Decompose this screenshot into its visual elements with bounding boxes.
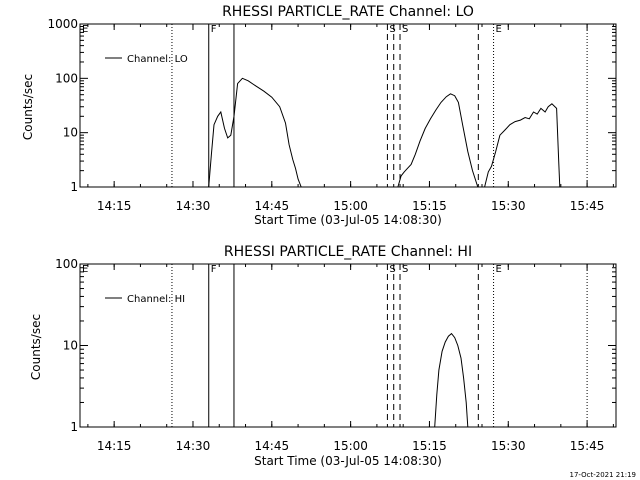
x-tick-label: 15:45	[570, 439, 605, 453]
x-tick-label: 14:45	[255, 439, 290, 453]
x-tick-label: 15:15	[412, 439, 447, 453]
y-tick-label: 10	[63, 126, 78, 140]
marker-label: F	[211, 24, 217, 35]
x-tick-label: 14:45	[255, 199, 290, 213]
x-tick-label: 14:15	[97, 199, 132, 213]
series-line-segment	[208, 77, 305, 188]
chart-title: RHESSI PARTICLE_RATE Channel: LO	[222, 4, 474, 20]
x-axis-label: Start Time (03-Jul-05 14:08:30)	[254, 213, 442, 227]
series-line-segment	[397, 93, 479, 188]
x-tick-label: 14:30	[176, 439, 211, 453]
marker-label: E	[82, 24, 88, 35]
y-tick-label: 100	[55, 71, 78, 85]
series-line-segment	[484, 103, 561, 188]
date-stamp: 17-Oct-2021 21:19	[570, 471, 636, 479]
plot-frame	[79, 23, 617, 188]
marker-label: S	[402, 24, 408, 35]
y-axis-label: Counts/sec	[21, 74, 35, 140]
legend: Channel: LO	[105, 54, 188, 65]
series-line-segment	[434, 332, 469, 428]
y-tick-label: 1	[70, 180, 78, 194]
x-tick-label: 15:00	[333, 439, 368, 453]
y-tick-label: 1000	[47, 17, 78, 31]
legend-entry: Channel: LO	[127, 54, 188, 65]
marker-label: E	[496, 24, 502, 35]
legend-entry: Channel: HI	[127, 294, 185, 305]
marker-label: S	[389, 24, 395, 35]
x-tick-label: 15:00	[333, 199, 368, 213]
x-axis-label: Start Time (03-Jul-05 14:08:30)	[254, 454, 442, 468]
marker-label: E	[82, 264, 88, 275]
legend: Channel: HI	[105, 294, 185, 305]
x-tick-label: 14:30	[176, 199, 211, 213]
marker-label: S	[402, 264, 408, 275]
x-tick-label: 14:15	[97, 439, 132, 453]
marker-label: F	[211, 264, 217, 275]
chart-title: RHESSI PARTICLE_RATE Channel: HI	[224, 244, 472, 260]
x-tick-label: 15:15	[412, 199, 447, 213]
y-tick-label: 100	[55, 257, 78, 271]
chart-panel-lo: RHESSI PARTICLE_RATE Channel: LO Counts/…	[21, 4, 617, 227]
y-tick-label: 1	[70, 420, 78, 434]
marker-label: E	[496, 264, 502, 275]
y-axis-label: Counts/sec	[29, 314, 43, 380]
y-tick-label: 10	[63, 339, 78, 353]
chart-panel-hi: RHESSI PARTICLE_RATE Channel: HI Counts/…	[29, 244, 617, 468]
x-tick-label: 15:45	[570, 199, 605, 213]
plot-frame	[79, 263, 617, 428]
marker-label: S	[389, 264, 395, 275]
x-tick-label: 15:30	[491, 439, 526, 453]
x-tick-label: 15:30	[491, 199, 526, 213]
